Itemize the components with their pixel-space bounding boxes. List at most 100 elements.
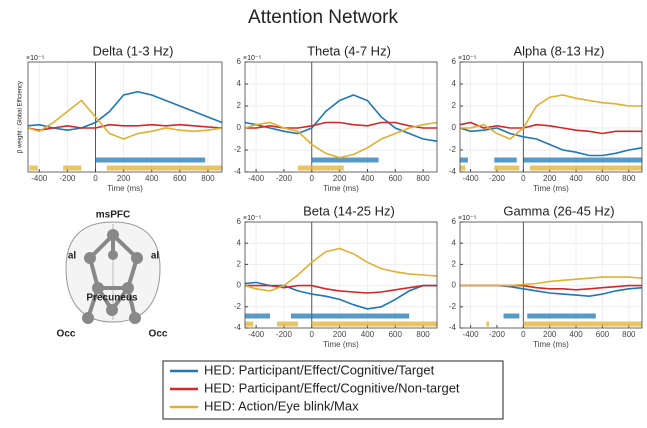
significance-bar bbox=[494, 165, 520, 171]
y-multiplier: ×10⁻⁵ bbox=[243, 215, 262, 222]
x-tick-label: 200 bbox=[333, 174, 347, 183]
x-tick-label: -200 bbox=[276, 330, 293, 339]
significance-bar bbox=[486, 321, 490, 327]
x-tick-label: 0 bbox=[310, 330, 315, 339]
x-axis-label: Time (ms) bbox=[107, 184, 143, 193]
series-line bbox=[244, 121, 438, 159]
significance-bar bbox=[494, 157, 517, 163]
y-tick-label: 0 bbox=[452, 123, 457, 132]
x-tick-label: 200 bbox=[543, 330, 557, 339]
node-label: Occ bbox=[57, 329, 76, 340]
series-line bbox=[459, 127, 643, 157]
y-tick-label: 4 bbox=[237, 79, 242, 88]
x-tick-label: -400 bbox=[248, 174, 265, 183]
series-line bbox=[245, 284, 437, 294]
x-tick-label: 800 bbox=[622, 330, 636, 339]
x-tick-label: 600 bbox=[389, 330, 403, 339]
plot-area bbox=[245, 222, 437, 328]
x-tick-label: 400 bbox=[569, 330, 583, 339]
x-tick-label: -400 bbox=[31, 174, 48, 183]
node-label: Occ bbox=[149, 329, 168, 340]
y-tick-label: 6 bbox=[237, 57, 242, 66]
significance-bar bbox=[106, 165, 222, 171]
legend-label: HED: Participant/Effect/Cognitive/Target bbox=[204, 362, 435, 377]
x-tick-label: -400 bbox=[248, 330, 265, 339]
series-line bbox=[244, 94, 438, 142]
panel-title: Delta (1-3 Hz) bbox=[93, 43, 174, 58]
node-label: al bbox=[68, 251, 77, 262]
x-axis-label: Time (ms) bbox=[323, 184, 359, 193]
legend-box bbox=[162, 360, 504, 420]
y-axis-label: β weight : Global Efficiency bbox=[18, 81, 24, 153]
y-tick-label: -4 bbox=[234, 323, 242, 332]
y-tick-label: 6 bbox=[452, 57, 457, 66]
y-tick-label: 4 bbox=[452, 238, 457, 247]
y-tick-label: 0 bbox=[237, 281, 242, 290]
y-multiplier: ×10⁻⁵ bbox=[243, 55, 262, 62]
x-tick-label: -200 bbox=[489, 330, 506, 339]
series-line bbox=[244, 247, 438, 292]
x-tick-label: 800 bbox=[416, 174, 430, 183]
x-tick-label: 800 bbox=[622, 174, 636, 183]
x-tick-label: 600 bbox=[173, 174, 187, 183]
significance-bar bbox=[311, 321, 437, 327]
y-tick-label: 2 bbox=[452, 260, 457, 269]
y-tick-label: 4 bbox=[452, 79, 457, 88]
significance-bar bbox=[460, 165, 466, 171]
axes-frame bbox=[459, 61, 643, 173]
x-tick-label: 600 bbox=[389, 174, 403, 183]
x-axis-label: Time (ms) bbox=[323, 340, 359, 349]
significance-bar bbox=[277, 321, 298, 327]
x-tick-label: 0 bbox=[521, 330, 526, 339]
x-tick-label: -200 bbox=[59, 174, 76, 183]
x-tick-label: 0 bbox=[310, 174, 315, 183]
x-tick-label: -200 bbox=[489, 174, 506, 183]
y-tick-label: 0 bbox=[237, 123, 242, 132]
significance-bar bbox=[503, 313, 520, 319]
x-tick-label: 800 bbox=[416, 330, 430, 339]
y-tick-label: -2 bbox=[449, 145, 457, 154]
y-tick-label: 2 bbox=[237, 101, 242, 110]
significance-bar bbox=[523, 321, 642, 327]
legend-label: HED: Participant/Effect/Cognitive/Non-ta… bbox=[204, 380, 460, 395]
x-axis-label: Time (ms) bbox=[533, 184, 569, 193]
figure-title: Attention Network bbox=[248, 7, 398, 28]
significance-bar bbox=[290, 313, 410, 319]
y-tick-label: 6 bbox=[237, 217, 242, 226]
significance-bar bbox=[95, 157, 206, 163]
y-tick-label: -2 bbox=[234, 302, 242, 311]
plot-area bbox=[245, 62, 437, 172]
y-tick-label: -4 bbox=[234, 167, 242, 176]
x-tick-label: 0 bbox=[521, 174, 526, 183]
panel-title: Beta (14-25 Hz) bbox=[303, 203, 395, 218]
nodes bbox=[82, 229, 143, 324]
node-label: msPFC bbox=[96, 210, 130, 221]
plot-area bbox=[460, 222, 642, 328]
y-tick-label: -2 bbox=[234, 145, 242, 154]
plot-area bbox=[460, 62, 642, 172]
axes-frame bbox=[244, 221, 438, 329]
y-multiplier: ×10⁻⁵ bbox=[458, 215, 477, 222]
x-tick-label: -200 bbox=[276, 174, 293, 183]
y-multiplier: ×10⁻⁵ bbox=[458, 55, 477, 62]
axes-frame bbox=[459, 221, 643, 329]
significance-bar bbox=[245, 321, 254, 327]
panel-title: Alpha (8-13 Hz) bbox=[513, 43, 604, 58]
plot-area bbox=[28, 62, 222, 172]
y-tick-label: 4 bbox=[237, 238, 242, 247]
brain-diagram: msPFC al al Precuneus Occ Occ bbox=[57, 210, 168, 340]
series-line bbox=[460, 94, 642, 140]
significance-bar bbox=[529, 165, 642, 171]
significance-bar bbox=[297, 165, 344, 171]
connections bbox=[86, 233, 139, 319]
x-tick-label: 800 bbox=[201, 174, 215, 183]
x-tick-label: 200 bbox=[333, 330, 347, 339]
x-tick-label: 400 bbox=[361, 174, 375, 183]
y-multiplier: ×10⁻⁵ bbox=[26, 55, 45, 62]
significance-bar bbox=[460, 157, 468, 163]
x-tick-label: 600 bbox=[596, 330, 610, 339]
x-tick-label: 400 bbox=[569, 174, 583, 183]
y-tick-label: -4 bbox=[449, 167, 457, 176]
legend-label: HED: Action/Eye blink/Max bbox=[204, 398, 359, 413]
